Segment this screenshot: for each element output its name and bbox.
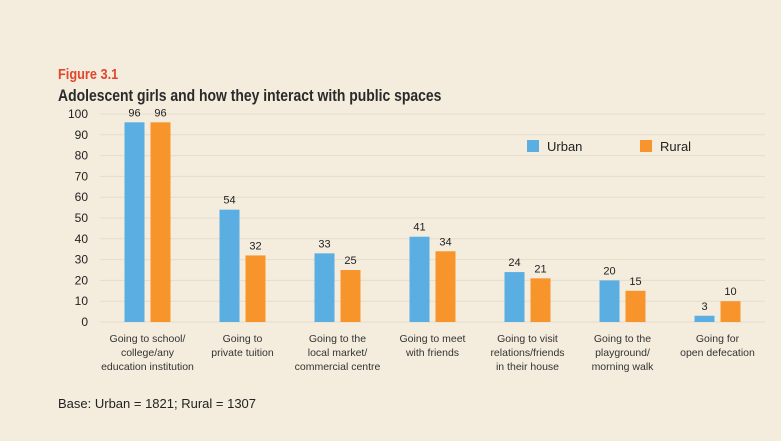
bar-rural (720, 301, 741, 322)
bar-urban (504, 272, 525, 322)
bar-rural (245, 255, 266, 322)
legend-swatch-rural (640, 140, 652, 152)
category-label: Going for (696, 333, 740, 345)
y-tick-label: 50 (75, 211, 89, 225)
bar-rural (150, 122, 171, 322)
category-label: Going to (223, 333, 263, 345)
legend-swatch-urban (527, 140, 539, 152)
bar-rural (530, 278, 551, 322)
category-label: Going to meet (400, 333, 466, 345)
y-tick-label: 0 (81, 315, 88, 329)
category-label: college/any (121, 347, 175, 359)
data-label: 20 (603, 265, 615, 277)
figure-label: Figure 3.1 (58, 66, 119, 83)
bar-urban (599, 280, 620, 322)
y-tick-label: 90 (75, 128, 89, 142)
category-label: Going to the (309, 333, 366, 345)
category-label: Going to visit (497, 333, 558, 345)
category-label: Going to the (594, 333, 651, 345)
data-label: 3 (701, 301, 707, 313)
bar-rural (625, 290, 646, 322)
category-label: education institution (101, 361, 194, 373)
chart-title: Adolescent girls and how they interact w… (58, 86, 442, 105)
data-label: 24 (508, 257, 520, 269)
y-tick-label: 30 (75, 253, 89, 267)
bar-urban (314, 253, 335, 322)
data-label: 25 (344, 255, 356, 267)
y-tick-label: 60 (75, 190, 89, 204)
category-label: playground/ (595, 347, 650, 359)
y-tick-label: 70 (75, 169, 89, 183)
base-note: Base: Urban = 1821; Rural = 1307 (58, 396, 257, 411)
category-label: commercial centre (295, 361, 381, 373)
category-label: open defecation (680, 347, 755, 359)
bar-urban (124, 122, 145, 322)
category-label: in their house (496, 361, 559, 373)
data-label: 32 (249, 240, 261, 252)
bar-rural (340, 270, 361, 322)
category-label: with friends (405, 347, 459, 359)
y-tick-label: 10 (75, 294, 89, 308)
bar-urban (219, 209, 240, 322)
y-tick-label: 100 (68, 107, 88, 121)
data-label: 54 (223, 195, 235, 207)
y-tick-label: 40 (75, 232, 89, 246)
legend-label: Rural (660, 139, 691, 154)
data-label: 41 (413, 222, 425, 234)
bar-urban (409, 236, 430, 322)
category-label: private tuition (211, 347, 274, 359)
data-label: 34 (439, 236, 451, 248)
category-label: local market/ (308, 347, 368, 359)
data-label: 21 (534, 263, 546, 275)
legend-label: Urban (547, 139, 582, 154)
bar-rural (435, 251, 456, 322)
bar-urban (694, 315, 715, 322)
data-label: 10 (724, 286, 736, 298)
data-label: 96 (128, 107, 140, 119)
y-tick-label: 80 (75, 149, 89, 163)
data-label: 15 (629, 276, 641, 288)
category-label: relations/friends (490, 347, 564, 359)
y-tick-label: 20 (75, 273, 89, 287)
data-label: 96 (154, 107, 166, 119)
data-label: 33 (318, 238, 330, 250)
category-label: Going to school/ (110, 333, 186, 345)
category-label: morning walk (592, 361, 655, 373)
